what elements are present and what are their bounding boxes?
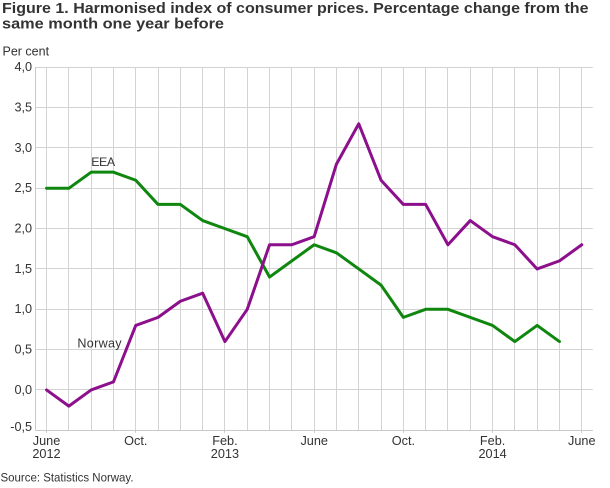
svg-text:Oct.: Oct. xyxy=(124,434,147,448)
svg-text:June: June xyxy=(568,434,596,448)
svg-text:2,0: 2,0 xyxy=(14,221,32,235)
svg-text:June: June xyxy=(300,434,328,448)
svg-text:-0,5: -0,5 xyxy=(10,420,32,434)
svg-text:0,0: 0,0 xyxy=(14,383,32,397)
svg-text:Feb.: Feb. xyxy=(480,434,505,448)
svg-text:2,5: 2,5 xyxy=(14,181,32,195)
svg-text:1,0: 1,0 xyxy=(14,302,32,316)
svg-text:Feb.: Feb. xyxy=(212,434,237,448)
svg-text:2012: 2012 xyxy=(32,447,60,461)
svg-text:3,0: 3,0 xyxy=(14,141,32,155)
svg-text:EEA: EEA xyxy=(91,155,116,169)
svg-text:0,5: 0,5 xyxy=(14,342,32,356)
svg-text:2014: 2014 xyxy=(478,447,506,461)
svg-text:3,5: 3,5 xyxy=(14,100,32,114)
svg-text:Figure 1. Harmonised index of: Figure 1. Harmonised index of consumer p… xyxy=(2,1,589,17)
svg-text:1,5: 1,5 xyxy=(14,262,32,276)
svg-text:2013: 2013 xyxy=(211,447,239,461)
svg-text:Oct.: Oct. xyxy=(392,434,415,448)
svg-text:same month one year before: same month one year before xyxy=(2,17,224,33)
svg-text:Source: Statistics Norway.: Source: Statistics Norway. xyxy=(1,470,134,484)
svg-text:Per cent: Per cent xyxy=(3,44,50,58)
svg-text:4,0: 4,0 xyxy=(14,60,32,74)
svg-text:Norway: Norway xyxy=(77,336,122,350)
svg-text:June: June xyxy=(33,434,61,448)
